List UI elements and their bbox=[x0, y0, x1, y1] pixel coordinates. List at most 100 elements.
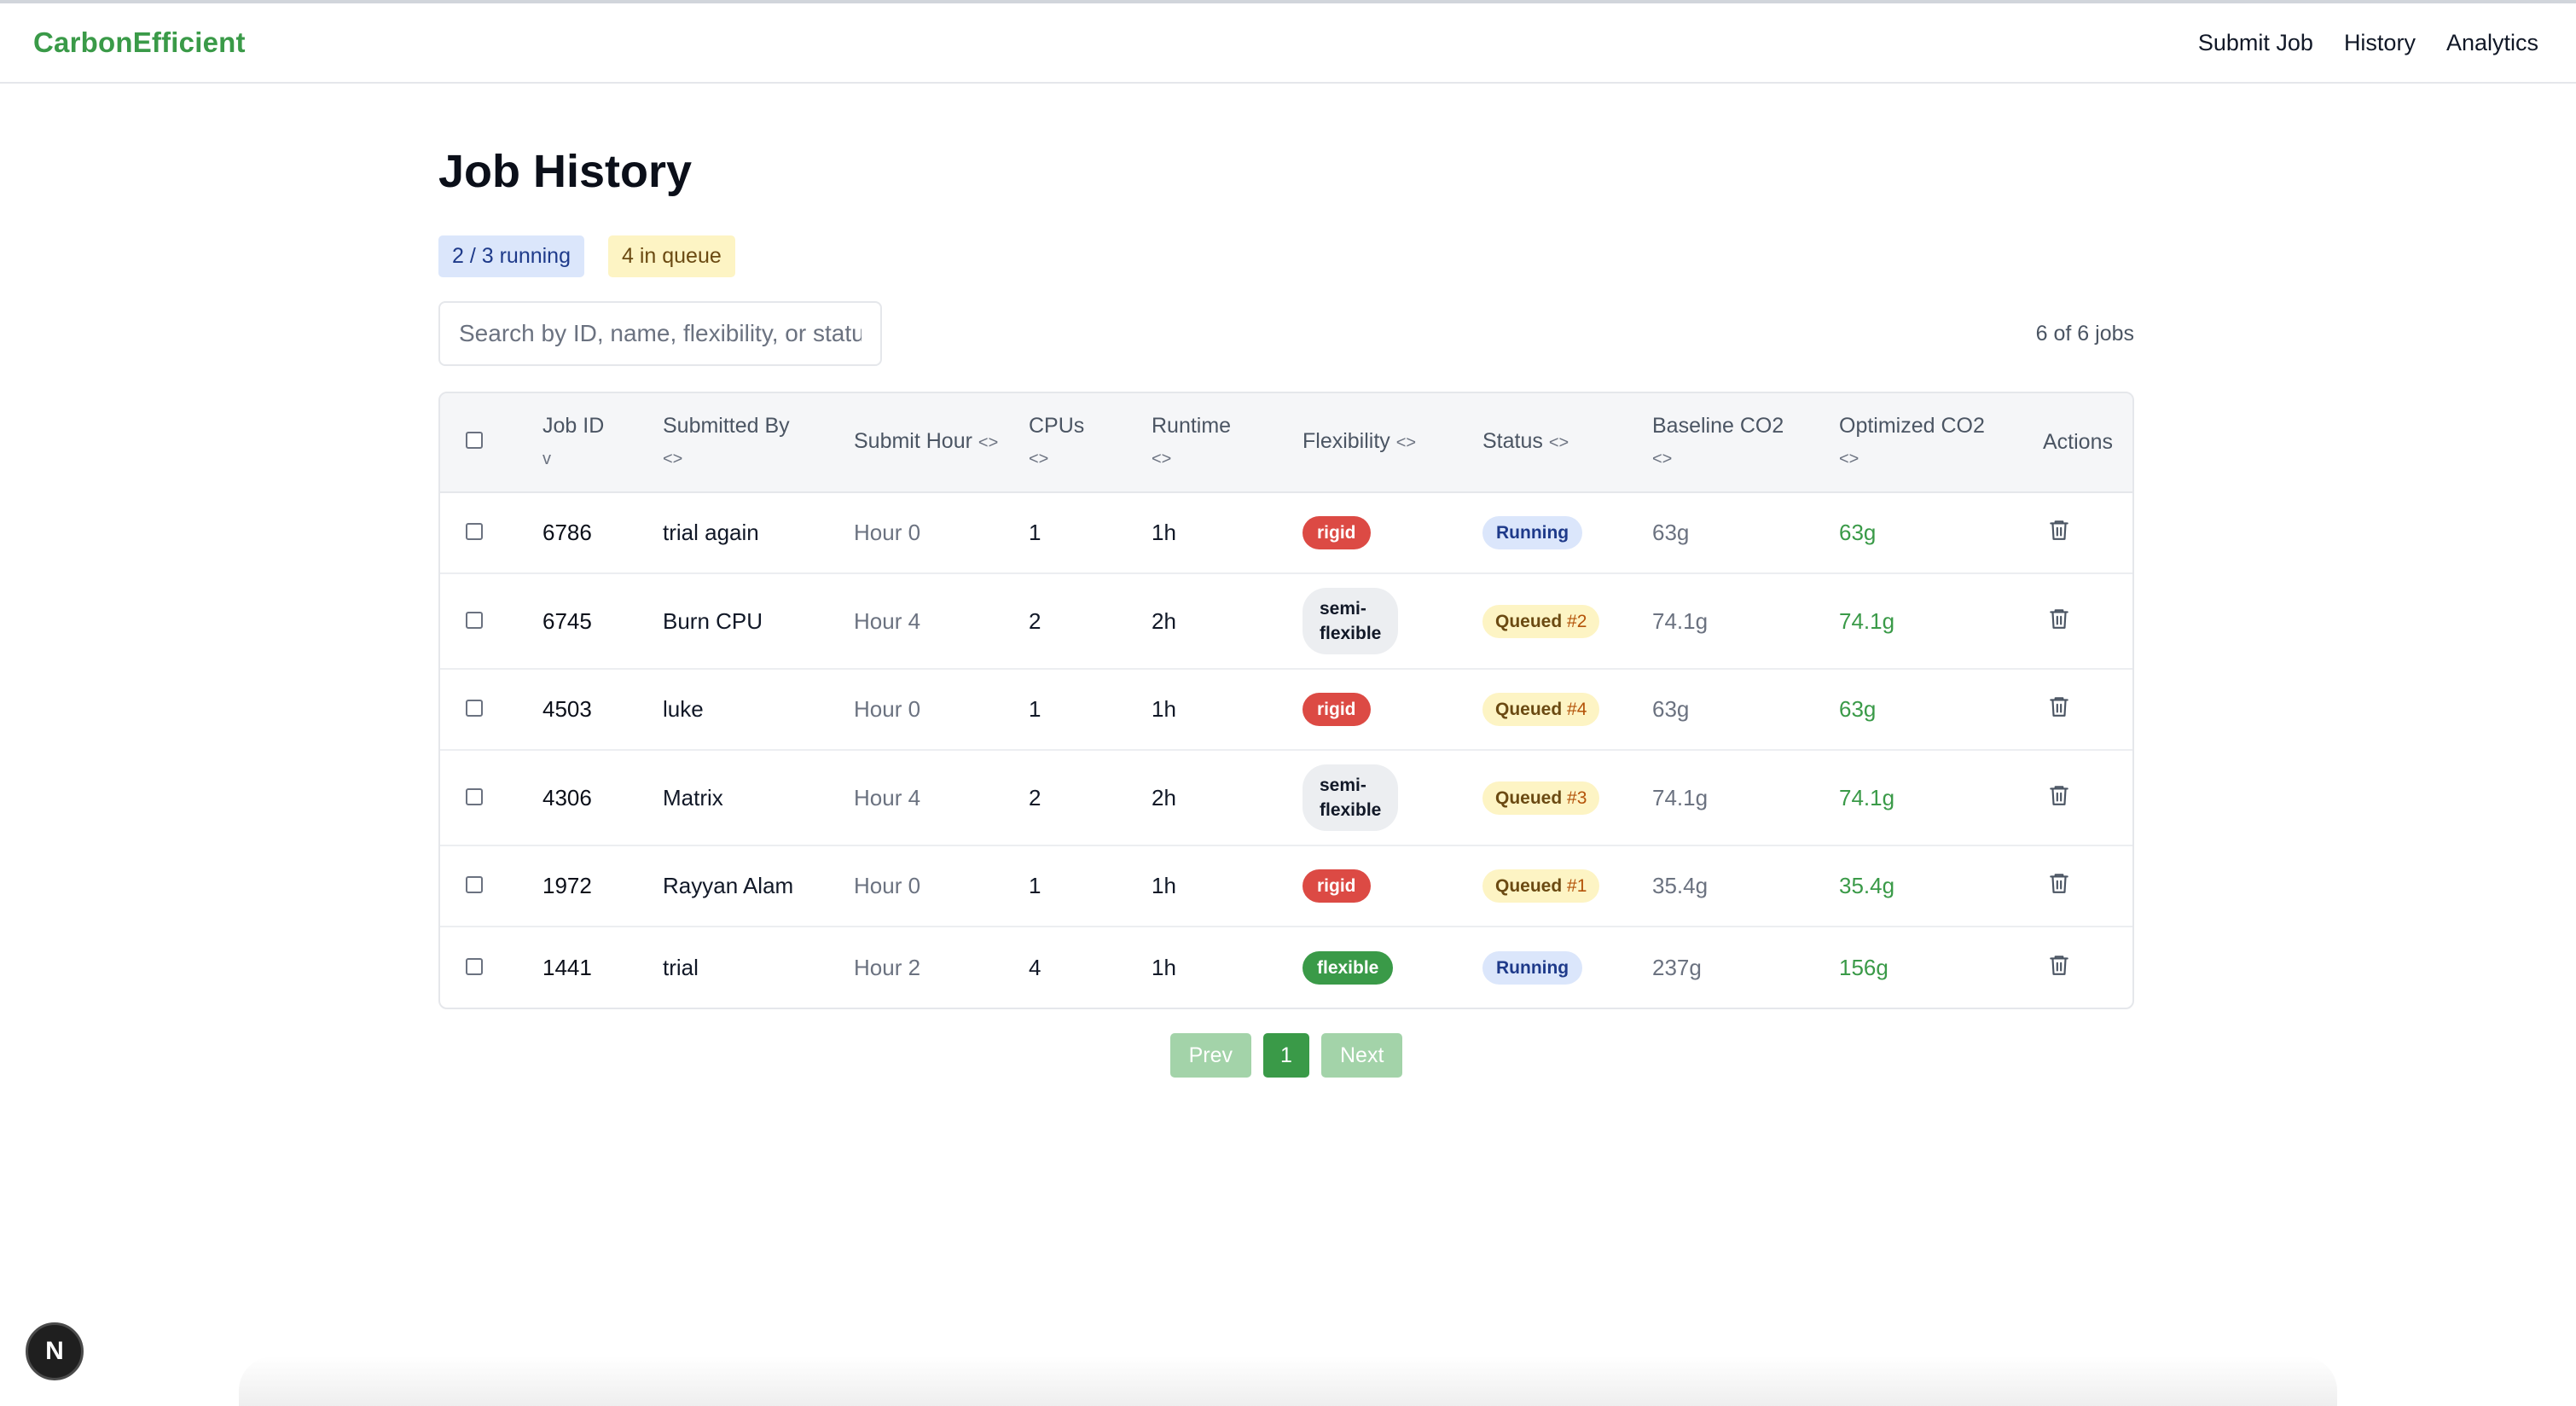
status-cell: Running bbox=[1474, 492, 1644, 573]
flexibility-line-1: semi- bbox=[1320, 599, 1366, 619]
flexibility-cell: flexible bbox=[1294, 927, 1474, 1008]
sort-desc-icon: v bbox=[542, 449, 551, 468]
header-job-id-label: Job ID bbox=[542, 413, 605, 438]
header-optimized-label: Optimized CO2 bbox=[1839, 413, 1985, 438]
baseline-co2: 63g bbox=[1652, 696, 1690, 722]
row-select-cell bbox=[440, 750, 534, 845]
nav-analytics[interactable]: Analytics bbox=[2445, 29, 2538, 55]
status-badge: Queued #3 bbox=[1482, 781, 1600, 815]
actions-cell bbox=[2034, 573, 2132, 669]
row-select-cell bbox=[440, 573, 534, 669]
trash-icon[interactable] bbox=[2048, 694, 2070, 724]
select-all-checkbox[interactable] bbox=[466, 432, 483, 449]
top-navbar: CarbonEfficient Submit Job History Analy… bbox=[0, 3, 2576, 84]
row-checkbox[interactable] bbox=[466, 611, 483, 629]
table-row[interactable]: 6745 Burn CPU Hour 4 2 2h semi-flexible Queued… bbox=[440, 573, 2132, 669]
status-cell: Queued #2 bbox=[1474, 573, 1644, 669]
optimized-co2: 156g bbox=[1839, 954, 1888, 980]
header-submitted-by-label: Submitted By bbox=[663, 413, 790, 438]
actions-cell bbox=[2034, 750, 2132, 845]
row-checkbox[interactable] bbox=[466, 876, 483, 893]
runtime: 1h bbox=[1152, 696, 1176, 722]
table-row[interactable]: 1441 trial Hour 2 4 1h flexible Running 237g 156… bbox=[440, 927, 2132, 1008]
flexibility-cell: semi-flexible bbox=[1294, 573, 1474, 669]
flexibility-cell: rigid bbox=[1294, 492, 1474, 573]
status-label: Queued bbox=[1495, 876, 1563, 896]
sort-icon: <> bbox=[978, 433, 999, 452]
page-1-button[interactable]: 1 bbox=[1263, 1033, 1309, 1078]
header-baseline-co2[interactable]: Baseline CO2 <> bbox=[1644, 393, 1830, 492]
submitted-by: trial bbox=[663, 954, 699, 980]
header-runtime[interactable]: Runtime <> bbox=[1143, 393, 1294, 492]
submit-hour: Hour 4 bbox=[854, 607, 921, 634]
status-badge: Running bbox=[1482, 516, 1583, 549]
optimized-co2: 63g bbox=[1839, 520, 1877, 545]
table-row[interactable]: 4503 luke Hour 0 1 1h rigid Queued #4 63g 63g bbox=[440, 669, 2132, 750]
submitted-by: Rayyan Alam bbox=[663, 873, 794, 898]
brand-logo[interactable]: CarbonEfficient bbox=[33, 26, 246, 58]
row-checkbox[interactable] bbox=[466, 957, 483, 975]
queue-position: #2 bbox=[1567, 611, 1587, 631]
flexibility-cell: rigid bbox=[1294, 669, 1474, 750]
row-select-cell bbox=[440, 927, 534, 1008]
flexibility-badge: rigid bbox=[1303, 693, 1371, 726]
table-row[interactable]: 4306 Matrix Hour 4 2 2h semi-flexible Queued #… bbox=[440, 750, 2132, 845]
header-baseline-label: Baseline CO2 bbox=[1652, 413, 1784, 438]
next-page-button[interactable]: Next bbox=[1321, 1033, 1403, 1078]
table-header-row: Job ID v Submitted By <> Submit Hour <> CP… bbox=[440, 393, 2132, 492]
sort-icon: <> bbox=[1029, 449, 1049, 468]
search-input[interactable] bbox=[438, 301, 882, 366]
runtime: 2h bbox=[1152, 784, 1176, 810]
table-row[interactable]: 1972 Rayyan Alam Hour 0 1 1h rigid Queued #1 35… bbox=[440, 845, 2132, 927]
trash-icon[interactable] bbox=[2048, 871, 2070, 901]
status-label: Queued bbox=[1495, 787, 1563, 808]
baseline-co2: 63g bbox=[1652, 520, 1690, 545]
header-job-id[interactable]: Job ID v bbox=[534, 393, 654, 492]
queue-position: #4 bbox=[1567, 700, 1587, 719]
header-optimized-co2[interactable]: Optimized CO2 <> bbox=[1830, 393, 2034, 492]
status-summary: 2 / 3 running 4 in queue bbox=[438, 235, 2134, 277]
row-checkbox[interactable] bbox=[466, 700, 483, 717]
header-status[interactable]: Status <> bbox=[1474, 393, 1644, 492]
row-select-cell bbox=[440, 845, 534, 927]
submit-hour: Hour 0 bbox=[854, 873, 921, 898]
job-table-container: Job ID v Submitted By <> Submit Hour <> CP… bbox=[438, 392, 2134, 1009]
runtime: 1h bbox=[1152, 873, 1176, 898]
submit-hour: Hour 4 bbox=[854, 784, 921, 810]
submitted-by: trial again bbox=[663, 520, 759, 545]
sort-icon: <> bbox=[1152, 449, 1172, 468]
nav-submit-job[interactable]: Submit Job bbox=[2197, 29, 2313, 55]
job-id: 6786 bbox=[542, 520, 592, 545]
dev-tools-button[interactable]: N bbox=[26, 1322, 84, 1380]
job-table-body: 6786 trial again Hour 0 1 1h rigid Running 63g 6… bbox=[440, 492, 2132, 1008]
trash-icon[interactable] bbox=[2048, 783, 2070, 813]
nav-links: Submit Job History Analytics bbox=[2198, 30, 2538, 56]
trash-icon[interactable] bbox=[2048, 953, 2070, 983]
optimized-co2: 74.1g bbox=[1839, 784, 1895, 810]
header-submit-hour[interactable]: Submit Hour <> bbox=[845, 393, 1020, 492]
flexibility-line-1: semi- bbox=[1320, 776, 1366, 795]
browser-top-line bbox=[0, 0, 2576, 3]
header-cpus-label: CPUs bbox=[1029, 413, 1085, 438]
header-submitted-by[interactable]: Submitted By <> bbox=[654, 393, 845, 492]
sort-icon: <> bbox=[1395, 433, 1417, 452]
row-checkbox[interactable] bbox=[466, 523, 483, 540]
nav-history[interactable]: History bbox=[2343, 29, 2416, 55]
trash-icon[interactable] bbox=[2048, 518, 2070, 548]
optimized-co2: 74.1g bbox=[1839, 607, 1895, 634]
sort-icon: <> bbox=[1839, 449, 1859, 468]
actions-cell bbox=[2034, 492, 2132, 573]
baseline-co2: 74.1g bbox=[1652, 607, 1709, 634]
job-id: 1972 bbox=[542, 873, 592, 898]
submit-hour: Hour 0 bbox=[854, 696, 921, 722]
optimized-co2: 63g bbox=[1839, 696, 1877, 722]
row-checkbox[interactable] bbox=[466, 787, 483, 805]
trash-icon[interactable] bbox=[2048, 607, 2070, 636]
row-select-cell bbox=[440, 669, 534, 750]
header-flexibility[interactable]: Flexibility <> bbox=[1294, 393, 1474, 492]
header-cpus[interactable]: CPUs <> bbox=[1020, 393, 1143, 492]
queue-position: #3 bbox=[1567, 787, 1587, 808]
prev-page-button[interactable]: Prev bbox=[1169, 1033, 1251, 1078]
job-id: 1441 bbox=[542, 954, 592, 980]
table-row[interactable]: 6786 trial again Hour 0 1 1h rigid Running 63g 6… bbox=[440, 492, 2132, 573]
